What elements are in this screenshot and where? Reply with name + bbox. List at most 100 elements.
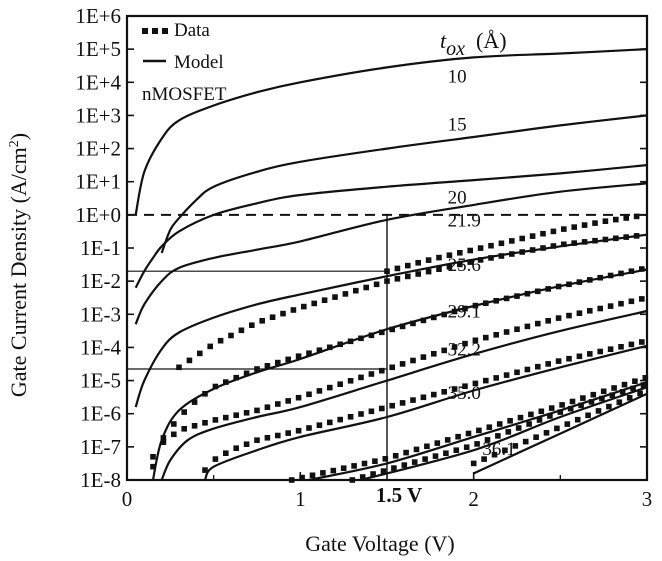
data-point-32.2: [410, 357, 416, 364]
data-point-36.1: [288, 477, 295, 483]
data-point-32.2: [254, 407, 260, 414]
data-point-32.2: [420, 354, 427, 360]
data-point-32.2: [493, 332, 499, 338]
curve-label-35.0: 35.0: [448, 383, 481, 404]
data-point-32.2: [191, 423, 198, 429]
curve-label-36.1: 36.1: [482, 439, 515, 460]
data-point-21.9: [529, 233, 536, 239]
data-point-36.1: [413, 446, 420, 453]
data-point-25.6: [290, 307, 297, 313]
data-point-21.9: [384, 268, 390, 274]
data-point-36.1: [486, 424, 493, 430]
data-point-29.1: [566, 281, 572, 288]
data-point-36.1-b: [411, 459, 418, 465]
data-point-29.1: [150, 463, 156, 470]
data-point-32.2: [483, 334, 489, 341]
data-point-35.0: [233, 445, 239, 451]
data-point-36.1: [600, 388, 607, 395]
legend-device-label: nMOSFET: [142, 84, 227, 105]
data-point-32.2: [212, 417, 219, 423]
data-point-36.1: [382, 456, 389, 462]
data-point-32.2: [233, 412, 239, 418]
data-point-29.1: [254, 366, 260, 372]
data-point-32.2: [472, 337, 479, 344]
data-point-25.6: [373, 281, 380, 288]
model-curve-36.1-b: [360, 386, 648, 482]
data-point-25.6: [446, 264, 453, 270]
data-point-36.1-b: [547, 413, 553, 419]
y-tick-label: 1E-2: [80, 269, 121, 293]
data-point-29.1: [607, 272, 614, 279]
data-point-32.2: [431, 351, 437, 357]
data-point-35.0: [379, 405, 385, 412]
data-point-36.1: [611, 385, 617, 391]
data-point-25.6: [457, 261, 463, 268]
data-point-25.6: [425, 268, 432, 275]
data-point-35.0: [462, 383, 468, 389]
data-point-36.1: [361, 460, 368, 467]
data-point-25.6: [217, 337, 224, 344]
y-tick-label: 1E-8: [80, 468, 121, 492]
data-point-35.0: [243, 441, 250, 447]
data-point-35.0: [389, 402, 395, 409]
data-point-21.9: [488, 242, 494, 249]
data-point-36.1-b: [484, 437, 491, 443]
data-point-25.6: [415, 271, 421, 277]
data-point-36.1: [642, 375, 649, 381]
data-point-29.1: [223, 379, 229, 385]
curve-label-29.1: 29.1: [448, 302, 481, 323]
data-point-25.6: [176, 364, 182, 371]
data-point-32.2: [160, 439, 167, 445]
data-point-36.1-b: [567, 405, 574, 412]
data-point-36.1-b: [443, 450, 449, 456]
data-point-35.0: [431, 391, 437, 398]
data-point-32.2: [555, 315, 562, 321]
data-point-36.1-c: [481, 456, 487, 462]
data-point-35.0: [597, 348, 603, 355]
curve-label-15: 15: [448, 114, 467, 135]
data-point-36.1-b: [557, 409, 564, 415]
curve-label-21.9: 21.9: [448, 210, 481, 231]
data-point-35.0: [451, 386, 458, 392]
data-point-36.1-c: [606, 403, 612, 410]
data-point-36.1: [392, 453, 399, 459]
data-point-32.2: [639, 296, 645, 302]
data-point-21.9: [602, 218, 609, 224]
data-point-35.0: [555, 358, 562, 364]
data-point-29.1: [337, 341, 343, 348]
data-point-25.6: [280, 310, 286, 317]
data-point-25.6: [519, 249, 525, 255]
data-point-29.1: [212, 383, 219, 390]
data-point-21.9: [613, 216, 619, 223]
data-point-21.9: [561, 226, 567, 232]
data-point-35.0: [223, 450, 229, 456]
x-tick-label: 1: [295, 487, 306, 511]
data-point-32.2: [503, 329, 510, 335]
data-point-36.1-c: [574, 416, 581, 423]
data-point-36.1: [621, 381, 628, 388]
data-point-21.9: [592, 220, 598, 226]
data-point-32.2: [264, 404, 271, 410]
data-point-35.0: [524, 366, 531, 373]
data-point-29.1: [431, 314, 437, 321]
legend: Data Model nMOSFET: [142, 20, 227, 105]
data-point-32.2: [587, 308, 593, 314]
data-point-29.1: [389, 326, 395, 333]
data-point-36.1-c: [595, 408, 602, 414]
data-point-29.1: [233, 374, 239, 381]
data-point-25.6: [436, 266, 442, 272]
data-point-32.2: [545, 318, 551, 324]
y-tick-label: 1E+1: [75, 170, 121, 194]
data-point-32.2: [181, 426, 187, 432]
data-point-35.0: [306, 425, 312, 431]
data-point-25.6: [540, 245, 546, 251]
series-heading-t: t: [440, 28, 447, 53]
data-point-36.1-b: [609, 392, 616, 398]
x-tick-label: 3: [642, 487, 653, 511]
data-point-29.1: [306, 350, 312, 356]
data-point-36.1-b: [380, 468, 387, 474]
data-point-35.0: [285, 430, 291, 436]
